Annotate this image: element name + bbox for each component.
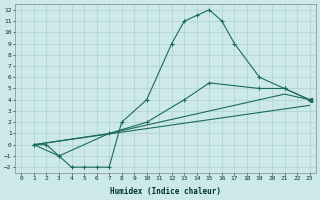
X-axis label: Humidex (Indice chaleur): Humidex (Indice chaleur) — [110, 187, 221, 196]
